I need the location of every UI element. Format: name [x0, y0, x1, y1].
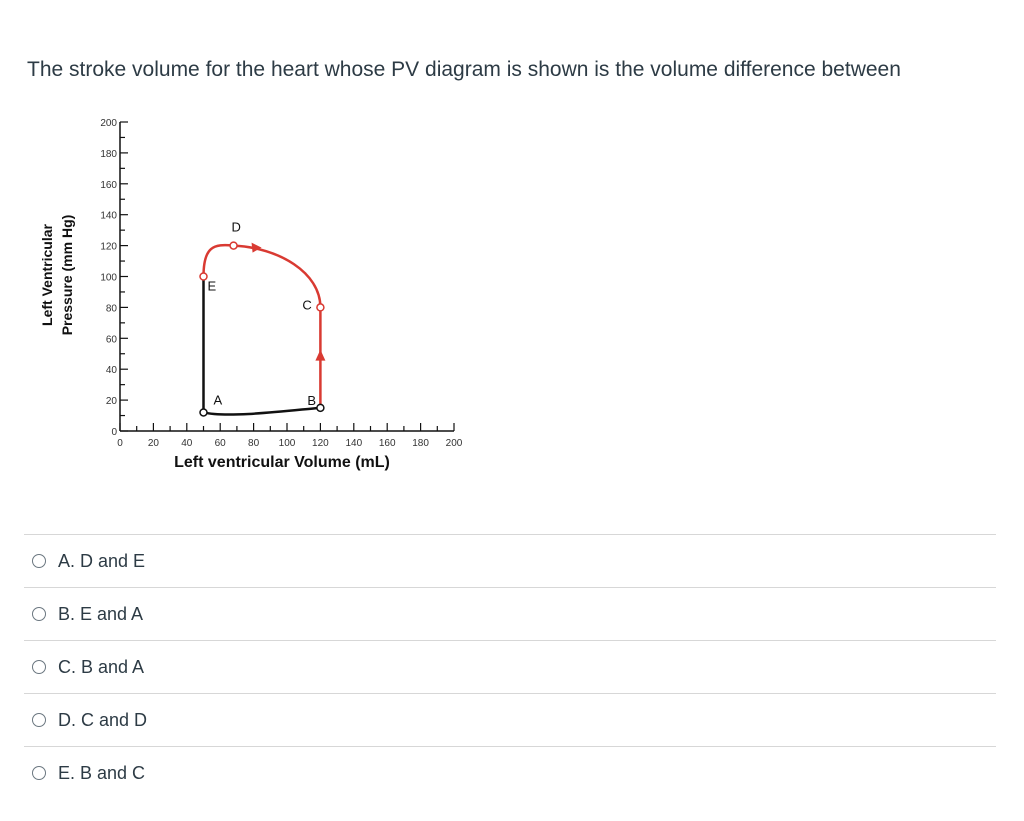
x-tick-label: 20	[148, 438, 160, 449]
point-label: B	[307, 393, 316, 408]
y-tick-label: 200	[100, 118, 117, 129]
point-label: C	[302, 297, 311, 312]
pv-diagram-svg: 0 20 40 60 80 100 120 140 160 180 200 0 20 40 60 80 100 1…	[39, 118, 463, 471]
chart-ticks: 0 20 40 60 80 100 120 140 160 180 200 0 20 40 60 80 100 1…	[100, 118, 462, 449]
option-a[interactable]: A. D and E	[24, 534, 996, 587]
option-label: C. B and A	[58, 656, 145, 677]
point-d-marker	[229, 241, 238, 250]
y-tick-label: 20	[106, 396, 118, 407]
answer-options: A. D and E B. E and A C. B and A D. C an…	[24, 534, 996, 799]
segment-b-a	[203, 406, 321, 416]
y-tick-label: 60	[106, 334, 118, 345]
x-tick-label: 0	[117, 438, 123, 449]
y-tick-label: 140	[100, 211, 117, 222]
option-b[interactable]: B. E and A	[24, 587, 996, 640]
option-label: D. C and D	[58, 709, 148, 730]
chart-axes	[119, 122, 454, 432]
pv-loop	[202, 242, 326, 416]
y-tick-label: 160	[100, 180, 117, 191]
radio-button[interactable]	[32, 554, 46, 568]
pv-point-markers: A B C D E	[199, 220, 325, 417]
y-tick-label: 180	[100, 149, 117, 160]
pv-diagram: 0 20 40 60 80 100 120 140 160 180 200 0 20 40 60 80 100 1…	[30, 110, 480, 480]
radio-button[interactable]	[32, 713, 46, 727]
y-tick-label: 120	[100, 242, 117, 253]
point-b-marker	[316, 403, 325, 413]
y-tick-label: 100	[100, 273, 117, 284]
point-label: E	[208, 279, 217, 294]
radio-button[interactable]	[32, 607, 46, 621]
y-tick-label: 80	[106, 303, 118, 314]
y-tick-label: 40	[106, 365, 118, 376]
x-tick-label: 80	[248, 438, 260, 449]
option-c[interactable]: C. B and A	[24, 640, 996, 693]
point-e-marker	[199, 272, 208, 281]
x-tick-label: 180	[412, 438, 429, 449]
point-a-marker	[199, 408, 208, 417]
x-tick-label: 40	[181, 438, 193, 449]
x-tick-label: 120	[312, 438, 329, 449]
radio-button[interactable]	[32, 766, 46, 780]
radio-button[interactable]	[32, 660, 46, 674]
x-tick-label: 60	[215, 438, 227, 449]
arrow-d	[251, 242, 262, 253]
point-label: A	[214, 392, 223, 407]
x-tick-label: 100	[279, 438, 296, 449]
option-label: A. D and E	[58, 550, 146, 571]
y-axis-label-line1: Left Ventricular	[39, 223, 55, 325]
option-label: B. E and A	[58, 603, 144, 624]
segment-e-d-c	[202, 243, 322, 308]
point-c-marker	[316, 303, 325, 312]
arrow-c-b	[315, 349, 326, 361]
option-label: E. B and C	[58, 762, 146, 783]
y-tick-label: 0	[111, 427, 117, 438]
option-d[interactable]: D. C and D	[24, 693, 996, 746]
y-axis-label-line2: Pressure (mm Hg)	[59, 215, 75, 336]
x-tick-label: 140	[345, 438, 362, 449]
x-axis-label: Left ventricular Volume (mL)	[174, 454, 390, 471]
option-e[interactable]: E. B and C	[24, 746, 996, 799]
x-tick-label: 160	[379, 438, 396, 449]
point-label: D	[232, 220, 241, 235]
question-text: The stroke volume for the heart whose PV…	[27, 58, 901, 81]
x-tick-label: 200	[446, 438, 463, 449]
